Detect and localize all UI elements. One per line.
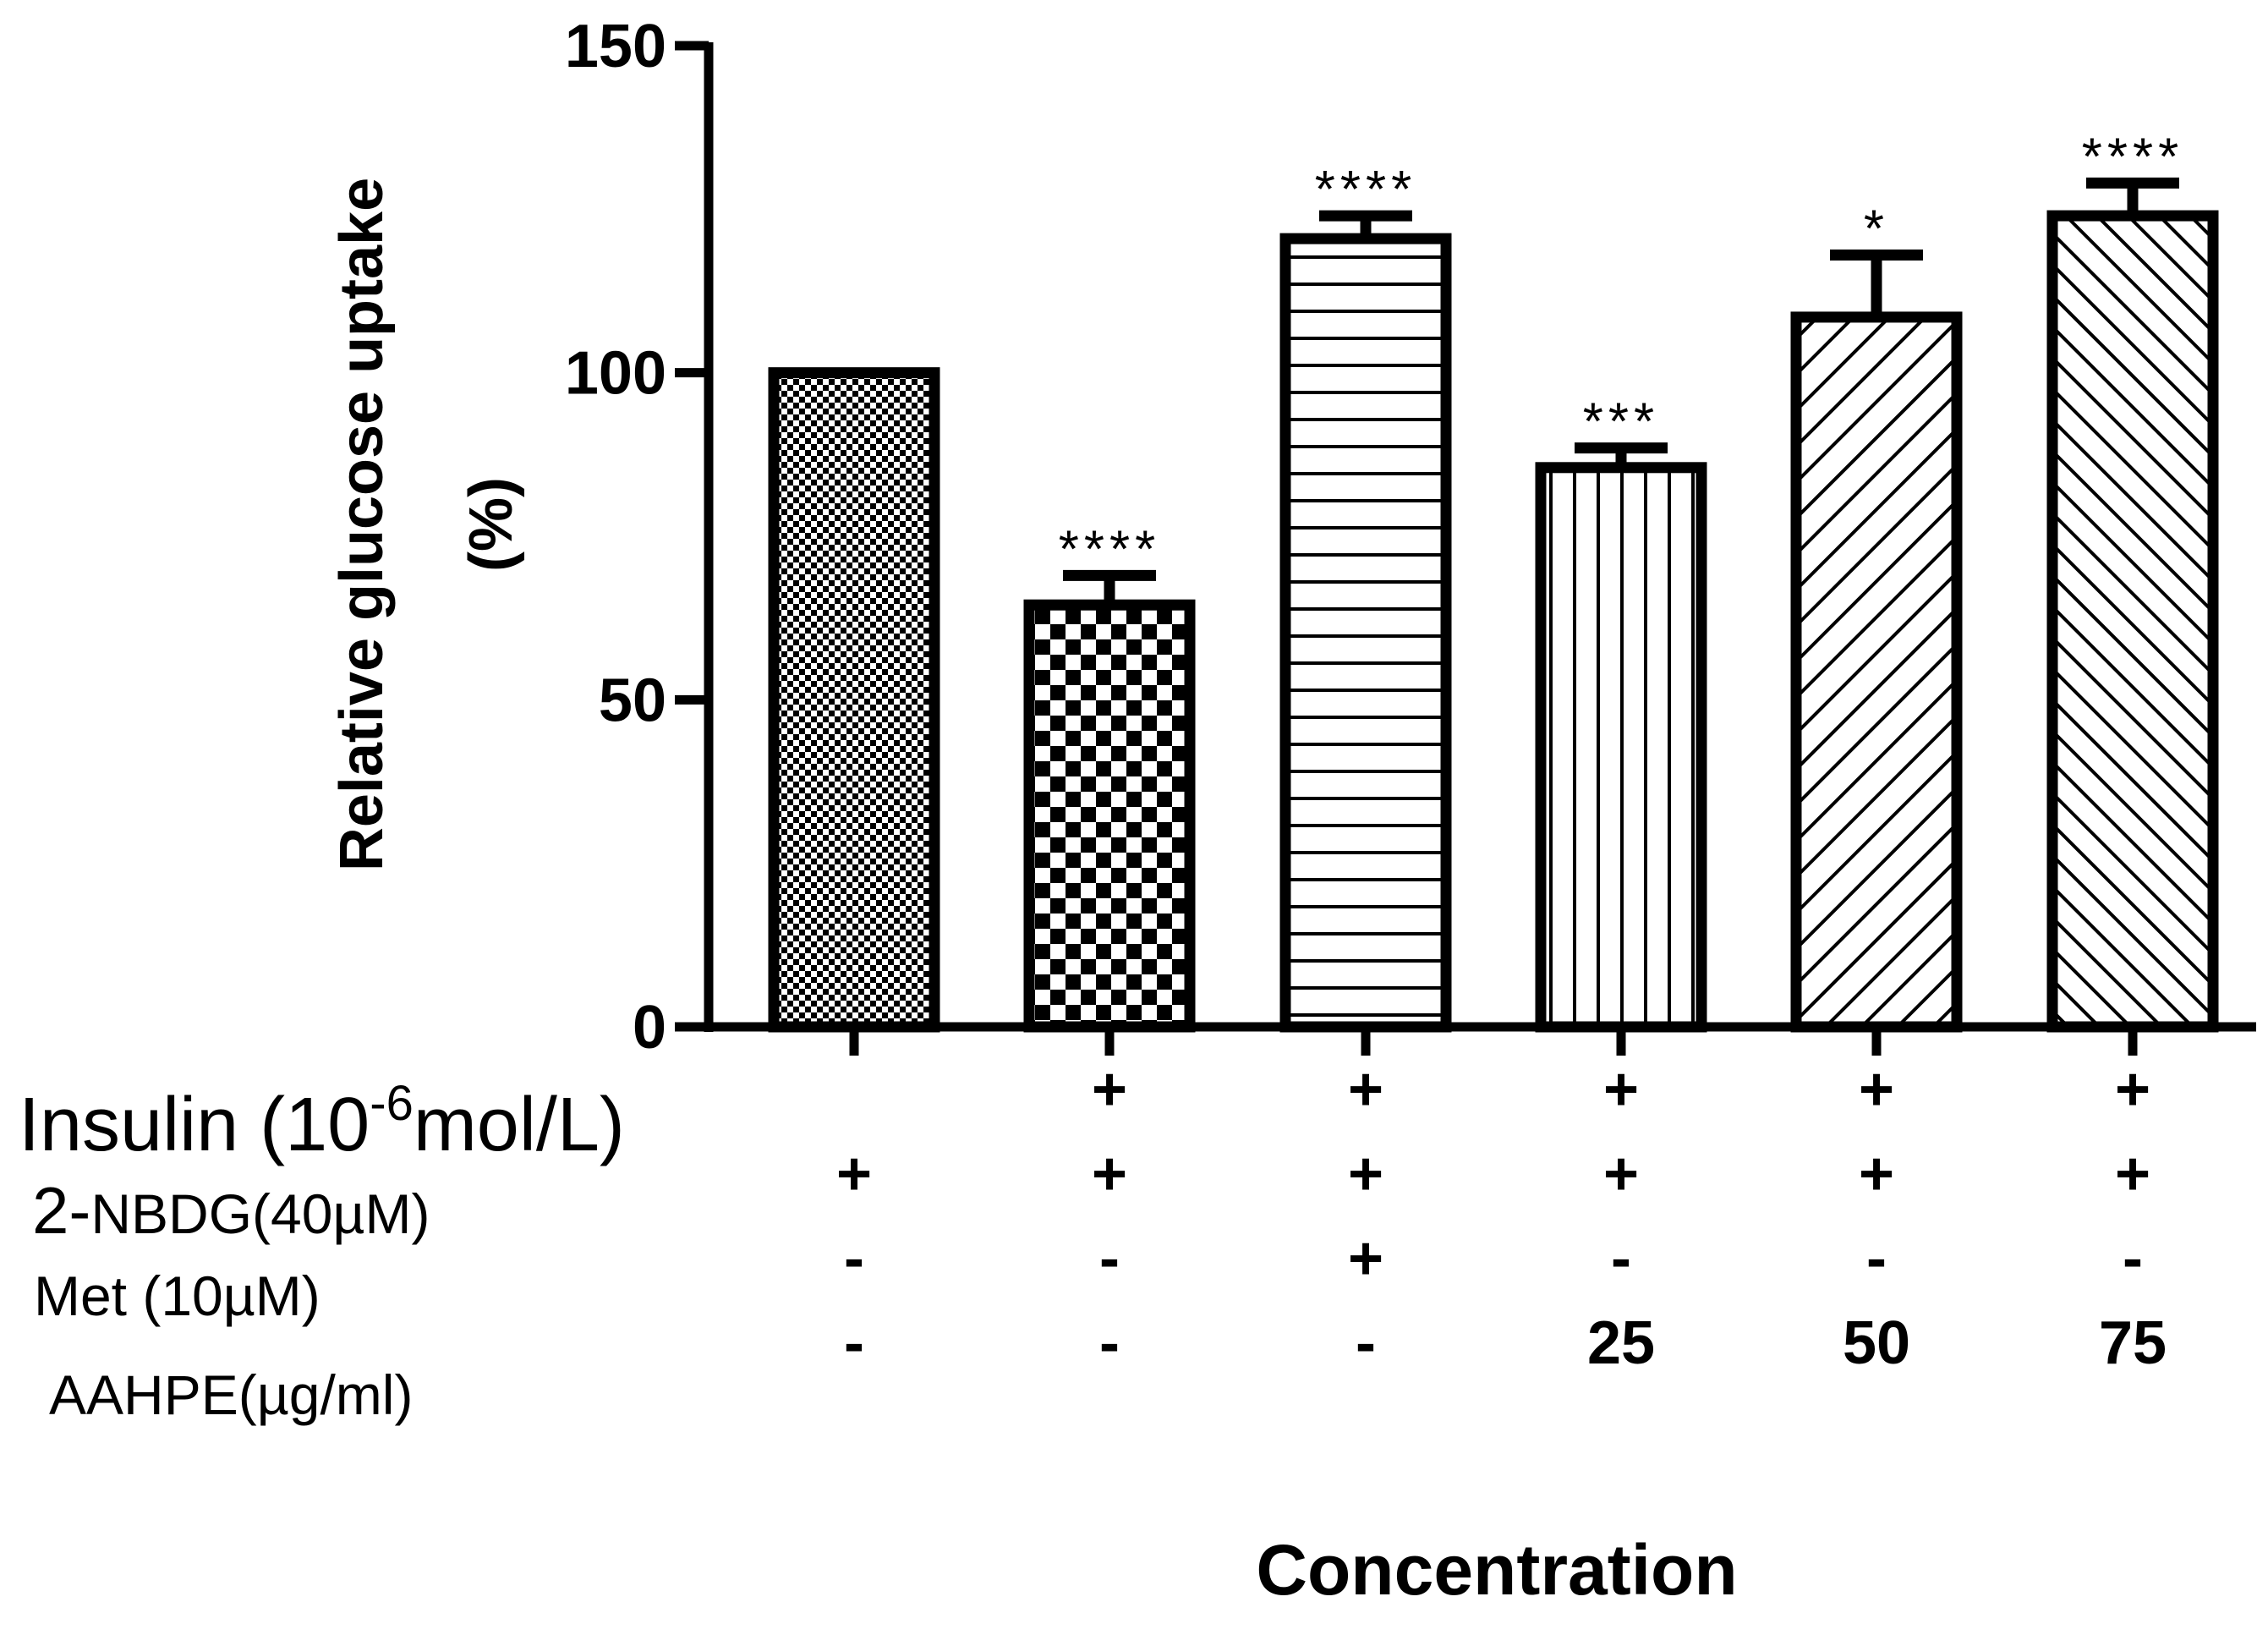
condition-cell: + bbox=[1348, 1140, 1383, 1208]
y-tick-label: 150 bbox=[565, 13, 666, 80]
condition-cell: + bbox=[1348, 1225, 1383, 1292]
condition-table: Insulin (10-6mol/L) + + + + +2-NBDG(40µM) + + + +… bbox=[19, 1056, 2167, 1426]
condition-cell: + bbox=[2115, 1140, 2150, 1208]
condition-cell: + bbox=[1859, 1140, 1894, 1208]
bar bbox=[1023, 599, 1196, 1033]
condition-cell: + bbox=[1348, 1056, 1383, 1123]
bar-group: **** bbox=[1023, 520, 1196, 1033]
bar-group: * bbox=[1790, 200, 1963, 1033]
x-axis-label: Concentration bbox=[1256, 1530, 1737, 1610]
condition-cell: + bbox=[1859, 1056, 1894, 1123]
bar-group: **** bbox=[2046, 128, 2219, 1033]
y-tick-label: 0 bbox=[633, 994, 666, 1062]
condition-cell: + bbox=[1092, 1056, 1127, 1123]
bar bbox=[1535, 462, 1707, 1033]
condition-cell: + bbox=[1603, 1056, 1639, 1123]
condition-cell: - bbox=[844, 1225, 864, 1292]
bar bbox=[2046, 210, 2219, 1033]
condition-cell: + bbox=[836, 1140, 872, 1208]
condition-cell: + bbox=[1603, 1140, 1639, 1208]
condition-row-label: Insulin (10-6mol/L) bbox=[19, 1076, 625, 1167]
y-axis-label-unit: (%) bbox=[457, 477, 525, 572]
condition-row-label: Met (10µM) bbox=[34, 1265, 320, 1327]
significance-label: * bbox=[1864, 200, 1889, 258]
bar bbox=[768, 367, 940, 1033]
bar bbox=[1279, 233, 1452, 1033]
condition-row-label: 2-NBDG(40µM) bbox=[32, 1173, 430, 1248]
condition-row-label-suffix: NBDG(40µM) bbox=[90, 1182, 430, 1245]
bars: **************** bbox=[768, 128, 2219, 1033]
bar-group: *** bbox=[1535, 393, 1707, 1033]
condition-cell: + bbox=[2115, 1056, 2150, 1123]
bar bbox=[1790, 311, 1963, 1033]
condition-row-label-text: AAHPE(µg/ml) bbox=[49, 1363, 413, 1426]
condition-cell: - bbox=[1099, 1309, 1120, 1377]
condition-cell: + bbox=[1092, 1140, 1127, 1208]
condition-cell: - bbox=[1866, 1225, 1887, 1292]
condition-cell: - bbox=[1611, 1225, 1631, 1292]
condition-row-label-sup: -6 bbox=[370, 1076, 414, 1131]
condition-row-label-text: Met (10µM) bbox=[34, 1265, 320, 1327]
significance-label: *** bbox=[1583, 393, 1659, 452]
condition-cell: - bbox=[1356, 1309, 1376, 1377]
bar-group: **** bbox=[1279, 161, 1452, 1033]
condition-row-label-suffix: mol/L) bbox=[414, 1083, 625, 1167]
y-axis-ticks: 0 50 100 150 bbox=[565, 13, 709, 1062]
condition-cell: - bbox=[1099, 1225, 1120, 1292]
condition-row-label: AAHPE(µg/ml) bbox=[49, 1363, 413, 1426]
significance-label: **** bbox=[1315, 161, 1417, 219]
y-axis-label: Relative glucose uptake bbox=[328, 178, 396, 871]
condition-cell: - bbox=[2123, 1225, 2143, 1292]
y-tick-label: 100 bbox=[565, 340, 666, 408]
bar-group bbox=[768, 367, 940, 1033]
condition-cell: 25 bbox=[1587, 1309, 1655, 1377]
condition-cell: 75 bbox=[2099, 1309, 2167, 1377]
y-tick-label: 50 bbox=[599, 667, 666, 734]
condition-cell: 50 bbox=[1843, 1309, 1910, 1377]
significance-label: **** bbox=[1059, 520, 1161, 579]
significance-label: **** bbox=[2082, 128, 2184, 186]
condition-row-label-text: 2- bbox=[32, 1173, 90, 1248]
condition-cell: - bbox=[844, 1309, 864, 1377]
condition-row-label-text: Insulin (10 bbox=[19, 1083, 370, 1167]
